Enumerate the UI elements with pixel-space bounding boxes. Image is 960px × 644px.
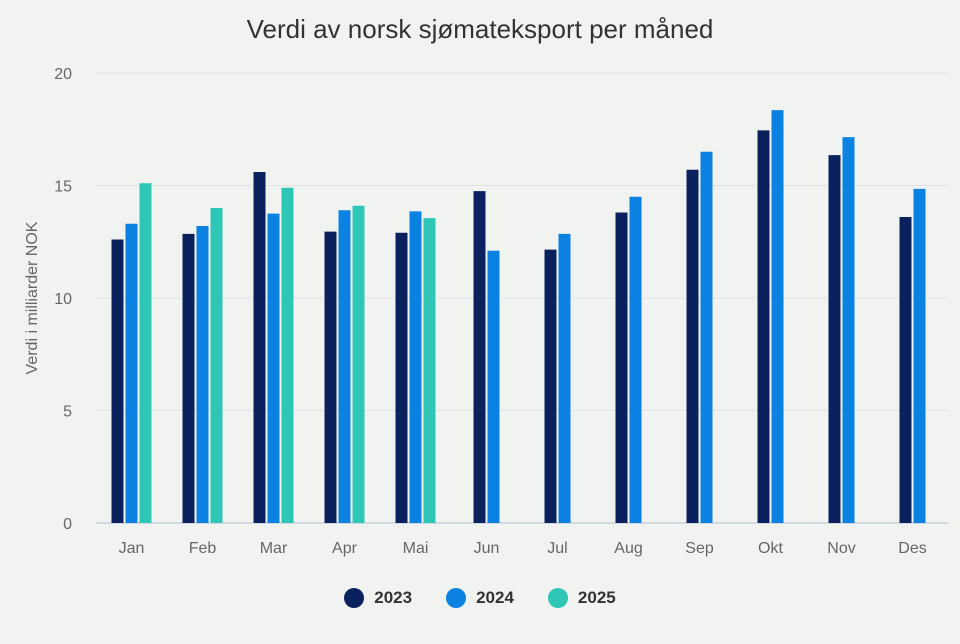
y-tick-label: 15: [54, 179, 72, 196]
y-tick-label: 0: [63, 516, 72, 533]
x-tick-label: Sep: [685, 540, 714, 557]
y-tick-label: 10: [54, 291, 72, 308]
bar-2023-nov: [828, 155, 841, 523]
x-tick-label: Apr: [332, 540, 358, 557]
legend: 2023 2024 2025: [0, 588, 960, 608]
bar-2023-des: [899, 217, 912, 523]
x-tick-label: Feb: [189, 540, 217, 557]
y-tick-label: 5: [63, 404, 72, 421]
bar-2025-jan: [139, 183, 152, 523]
bar-2024-okt: [771, 110, 784, 523]
bar-2023-jul: [544, 249, 557, 523]
chart-title: Verdi av norsk sjømateksport per måned: [246, 14, 714, 44]
bar-2024-feb: [196, 226, 209, 523]
y-tick-label: 20: [54, 66, 72, 83]
bar-2025-feb: [210, 208, 223, 523]
legend-marker-icon: [344, 588, 365, 608]
bar-2023-jun: [473, 191, 486, 523]
bar-2025-mai: [423, 218, 436, 523]
bar-2024-aug: [629, 196, 642, 523]
bar-2023-mar: [253, 172, 266, 523]
legend-item-2024[interactable]: 2024: [446, 588, 514, 608]
legend-marker-icon: [446, 588, 467, 608]
legend-label: 2023: [374, 588, 413, 607]
x-tick-label: Mar: [260, 540, 288, 557]
legend-item-2023[interactable]: 2023: [344, 588, 412, 608]
bar-2025-mar: [281, 187, 294, 523]
legend-label: 2025: [577, 588, 616, 607]
bar-2023-mai: [395, 232, 408, 523]
bar-2024-jun: [487, 250, 500, 523]
x-tick-label: Jun: [474, 540, 500, 557]
bar-2024-mar: [267, 213, 280, 523]
x-tick-label: Des: [898, 540, 926, 557]
legend-label: 2024: [476, 588, 514, 607]
bar-2024-des: [913, 188, 926, 523]
bar-2024-jan: [125, 223, 138, 523]
bar-2023-apr: [324, 231, 337, 523]
x-tick-label: Nov: [827, 540, 855, 557]
bar-2023-sep: [686, 169, 699, 523]
x-tick-label: Aug: [614, 540, 642, 557]
bar-2023-feb: [182, 233, 195, 523]
bar-2025-apr: [352, 205, 365, 523]
x-tick-label: Jul: [547, 540, 567, 557]
bar-2024-sep: [700, 151, 713, 523]
y-axis-label: Verdi i milliarder NOK: [24, 221, 41, 374]
bar-2023-jan: [111, 239, 124, 523]
legend-item-2025[interactable]: 2025: [547, 588, 616, 608]
x-tick-label: Mai: [403, 540, 429, 557]
bar-2024-mai: [409, 211, 422, 523]
bar-2023-okt: [757, 130, 770, 523]
bar-2024-jul: [558, 233, 571, 523]
x-tick-label: Okt: [758, 540, 783, 557]
x-tick-label: Jan: [119, 540, 145, 557]
bar-2023-aug: [615, 212, 628, 523]
bar-2024-nov: [842, 137, 855, 523]
bar-2024-apr: [338, 210, 351, 523]
legend-marker-icon: [547, 588, 568, 608]
